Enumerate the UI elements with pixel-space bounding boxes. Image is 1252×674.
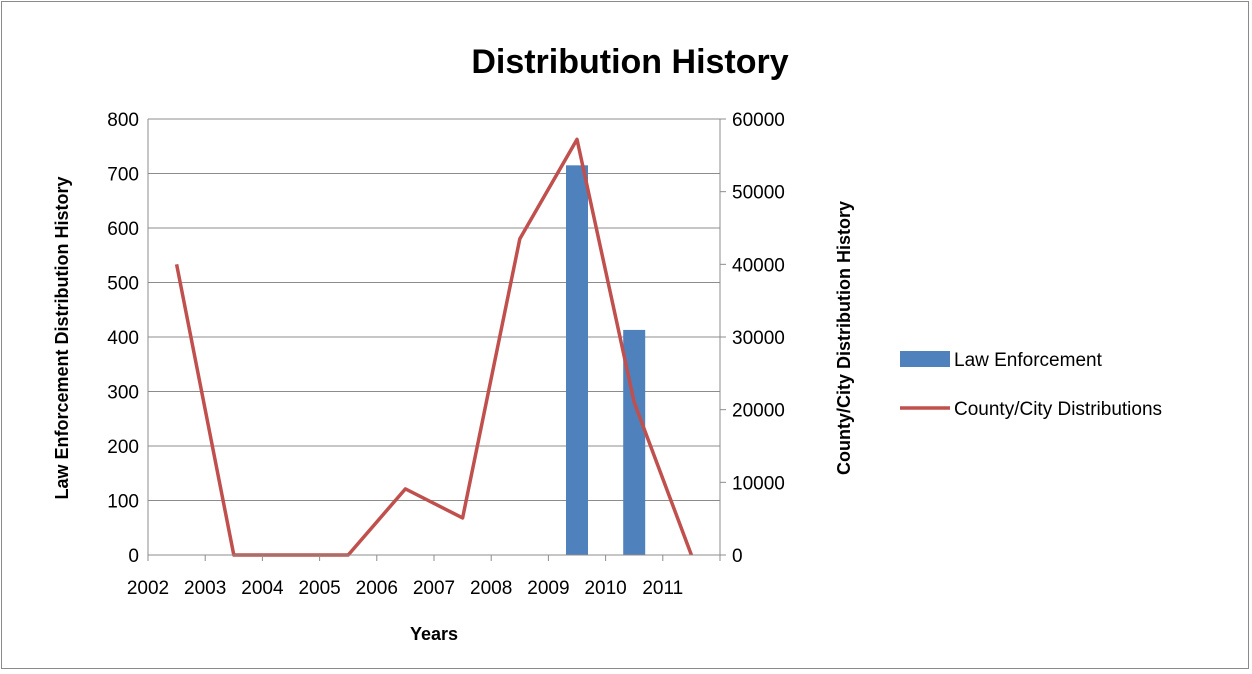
right-axis-ticks: 0 10000 20000 30000 40000 50000 60000: [732, 110, 785, 567]
right-tick-label: 60000: [732, 110, 785, 131]
x-tick-label: 2005: [298, 578, 340, 599]
legend-label-law-enforcement: Law Enforcement: [954, 350, 1103, 371]
x-tick-label: 2004: [241, 578, 284, 599]
left-tick-label: 500: [107, 274, 139, 295]
gridlines: [148, 118, 720, 556]
x-tick-label: 2007: [413, 578, 455, 599]
bar-2009: [566, 165, 588, 555]
bars: [566, 165, 646, 555]
left-tick-label: 300: [107, 383, 139, 404]
left-tick-label: 0: [128, 546, 139, 567]
left-tick-label: 100: [107, 492, 139, 513]
x-tick-label: 2008: [470, 578, 512, 599]
legend: Law Enforcement County/City Distributions: [900, 350, 1162, 420]
left-tick-label: 600: [107, 219, 139, 240]
right-tick-label: 50000: [732, 183, 785, 204]
right-tick-label: 30000: [732, 328, 785, 349]
x-tick-label: 2011: [642, 578, 683, 599]
x-tick-label: 2009: [527, 578, 569, 599]
x-axis-title: Years: [410, 624, 458, 644]
x-tick-label: 2003: [184, 578, 226, 599]
right-axis-title: County/City Distribution History: [834, 201, 854, 475]
left-tick-label: 400: [107, 328, 139, 349]
left-axis-title: Law Enforcement Distribution History: [52, 176, 72, 499]
left-tick-label: 700: [107, 165, 139, 186]
legend-swatch-law-enforcement: [900, 351, 950, 367]
legend-label-county-city: County/City Distributions: [954, 399, 1162, 420]
right-tick-label: 40000: [732, 255, 785, 276]
right-tick-label: 20000: [732, 401, 785, 422]
left-tick-label: 200: [107, 437, 139, 458]
axes: [147, 118, 726, 561]
left-tick-label: 800: [107, 110, 139, 131]
right-tick-label: 10000: [732, 473, 785, 494]
chart-title: Distribution History: [471, 43, 788, 81]
x-tick-label: 2006: [356, 578, 398, 599]
x-tick-label: 2002: [127, 578, 169, 599]
line-series: [174, 137, 694, 557]
right-tick-label: 0: [732, 546, 743, 567]
county-city-line: [174, 137, 694, 557]
x-tick-label: 2010: [584, 578, 626, 599]
bar-2010: [623, 329, 646, 555]
x-axis-ticks: 2002 2003 2004 2005 2006 2007 2008 2009 2010 2011: [127, 578, 683, 599]
left-axis-ticks: 0 100 200 300 400 500 600 700 800: [107, 110, 139, 567]
